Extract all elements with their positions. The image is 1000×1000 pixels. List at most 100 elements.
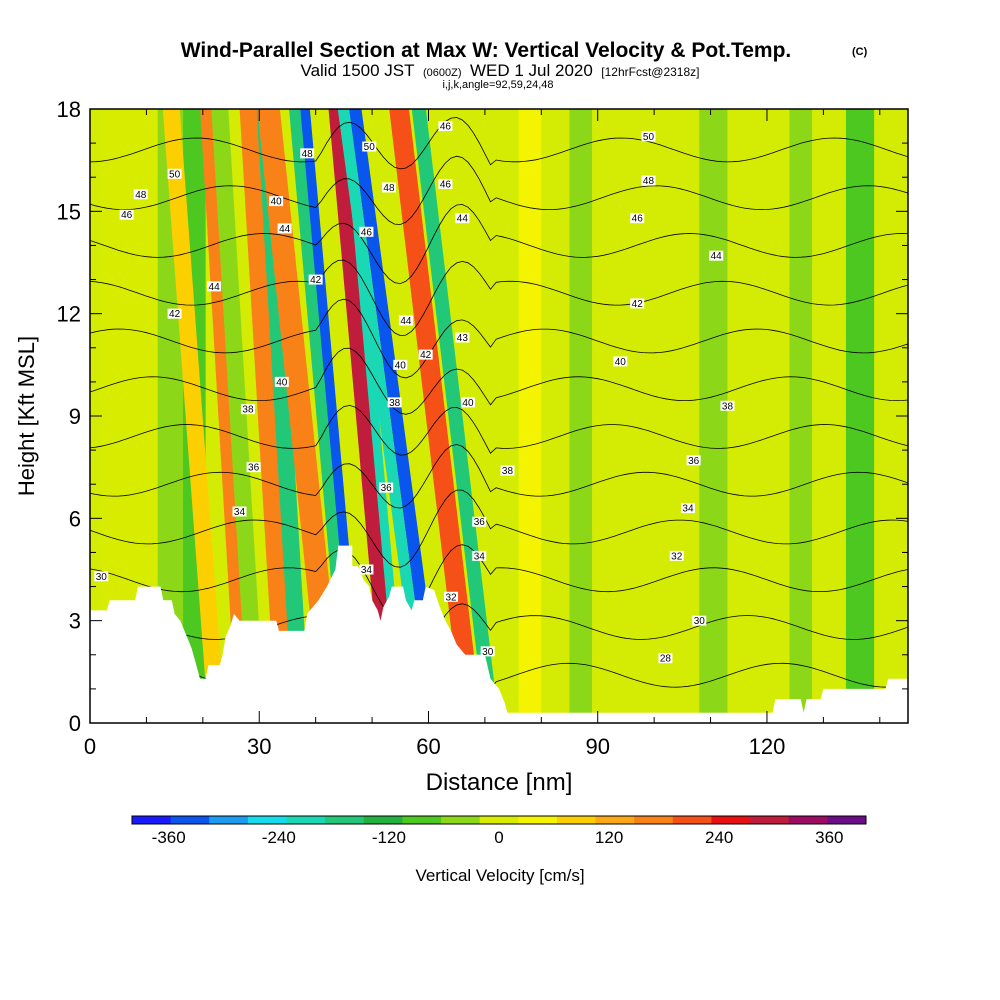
velocity-band: [518, 109, 542, 723]
theta-label-text: 46: [440, 180, 452, 191]
theta-contour-label: 40: [274, 376, 289, 388]
forecast-note: [12hrFcst@2318z]: [601, 65, 699, 79]
colorbar-swatch: [518, 816, 558, 824]
colorbar-swatch: [325, 816, 365, 824]
theta-label-text: 44: [400, 316, 412, 327]
theta-label-box: [359, 564, 374, 575]
theta-contour-label: 50: [641, 131, 656, 143]
theta-label-text: 50: [643, 132, 655, 143]
y-tick-label: 6: [69, 506, 81, 531]
theta-contour-label: 46: [630, 213, 645, 225]
theta-label-box: [630, 298, 645, 309]
colorbar: -360 -240 -120 0 120 240 360: [131, 815, 867, 847]
theta-contour-label: 30: [94, 571, 109, 583]
theta-label-box: [692, 615, 707, 626]
theta-label-box: [393, 359, 408, 370]
velocity-band: [211, 109, 265, 723]
theta-label-text: 44: [457, 214, 469, 225]
theta-label-text: 36: [381, 483, 393, 494]
theta-label-text: 42: [632, 299, 644, 310]
y-tick-label: 15: [57, 199, 81, 224]
y-tick-label: 18: [57, 97, 81, 122]
velocity-band: [569, 109, 593, 723]
theta-label-text: 34: [474, 551, 486, 562]
colorbar-swatch: [209, 816, 249, 824]
theta-contour-label: 48: [300, 148, 315, 160]
colorbar-swatch: [363, 816, 403, 824]
theta-label-box: [387, 397, 402, 408]
velocity-band: [337, 109, 432, 723]
theta-label-box: [686, 455, 701, 466]
theta-contour: [90, 155, 908, 225]
theta-contour-label: 44: [709, 250, 724, 262]
valid-prefix: Valid 1500 JST: [301, 61, 415, 80]
velocity-band: [257, 109, 344, 723]
theta-label-text: 48: [135, 190, 147, 201]
theta-contour-label: 42: [630, 298, 645, 310]
theta-label-text: 48: [302, 149, 314, 160]
theta-label-box: [119, 209, 134, 220]
theta-label-box: [641, 175, 656, 186]
colorbar-label: Vertical Velocity [cm/s]: [415, 866, 584, 885]
theta-label-text: 46: [121, 210, 133, 221]
theta-label-box: [658, 653, 673, 664]
theta-label-box: [94, 571, 109, 582]
theta-contour-label: 44: [455, 213, 470, 225]
colorbar-swatch: [672, 816, 712, 824]
theta-label-box: [472, 516, 487, 527]
theta-label-box: [300, 148, 315, 159]
theta-label-text: 34: [682, 504, 694, 515]
theta-contour: [90, 117, 908, 170]
theta-label-box: [308, 274, 323, 285]
y-tick-label: 9: [69, 404, 81, 429]
colorbar-swatch: [441, 816, 481, 824]
theta-label-text: 28: [660, 654, 672, 665]
theta-label-box: [232, 506, 247, 517]
theta-label-text: 38: [242, 405, 254, 416]
theta-label-box: [630, 213, 645, 224]
theta-label-text: 44: [279, 224, 291, 235]
theta-label-text: 34: [234, 507, 246, 518]
colorbar-tick-label: 0: [494, 828, 503, 847]
colorbar-frame: [131, 815, 867, 825]
theta-label-box: [379, 482, 394, 493]
theta-label-box: [133, 189, 148, 200]
theta-label-text: 32: [445, 592, 457, 603]
theta-contour-label: 32: [669, 550, 684, 562]
theta-label-text: 42: [169, 309, 181, 320]
theta-contour-label: 36: [379, 482, 394, 494]
x-tick-label: 90: [585, 734, 609, 759]
theta-contour-label: 36: [686, 455, 701, 467]
theta-label-box: [362, 141, 377, 152]
theta-contour-label: 50: [362, 141, 377, 153]
colorbar-swatch: [479, 816, 519, 824]
theta-label-box: [277, 223, 292, 234]
theta-contour: [90, 544, 908, 623]
colorbar-tick-label: -240: [262, 828, 296, 847]
colorbar-swatch: [595, 816, 635, 824]
theta-label-text: 40: [615, 357, 627, 368]
theta-label-box: [167, 168, 182, 179]
copyright-mark: (C): [852, 46, 868, 58]
colorbar-swatch: [634, 816, 674, 824]
theta-label-text: 36: [474, 517, 486, 528]
theta-contour-label: 36: [246, 462, 261, 474]
valid-time-line: Valid 1500 JST (0600Z) WED 1 Jul 2020 [1…: [301, 61, 700, 80]
colorbar-swatch: [402, 816, 442, 824]
colorbar-swatch: [170, 816, 210, 824]
theta-contour-label: 30: [480, 646, 495, 658]
theta-label-text: 46: [440, 122, 452, 133]
theta-label-text: 38: [722, 401, 734, 412]
theta-contour: [90, 259, 908, 337]
y-tick-label: 0: [69, 711, 81, 736]
velocity-band: [389, 109, 483, 723]
theta-label-box: [381, 182, 396, 193]
theta-label-text: 43: [457, 333, 469, 344]
theta-label-text: 50: [169, 169, 181, 180]
theta-label-box: [480, 646, 495, 657]
chart-title: Wind-Parallel Section at Max W: Vertical…: [181, 39, 792, 62]
theta-label-text: 40: [271, 197, 283, 208]
theta-contour-label: 34: [232, 506, 247, 518]
x-axis-label: Distance [nm]: [426, 769, 573, 796]
